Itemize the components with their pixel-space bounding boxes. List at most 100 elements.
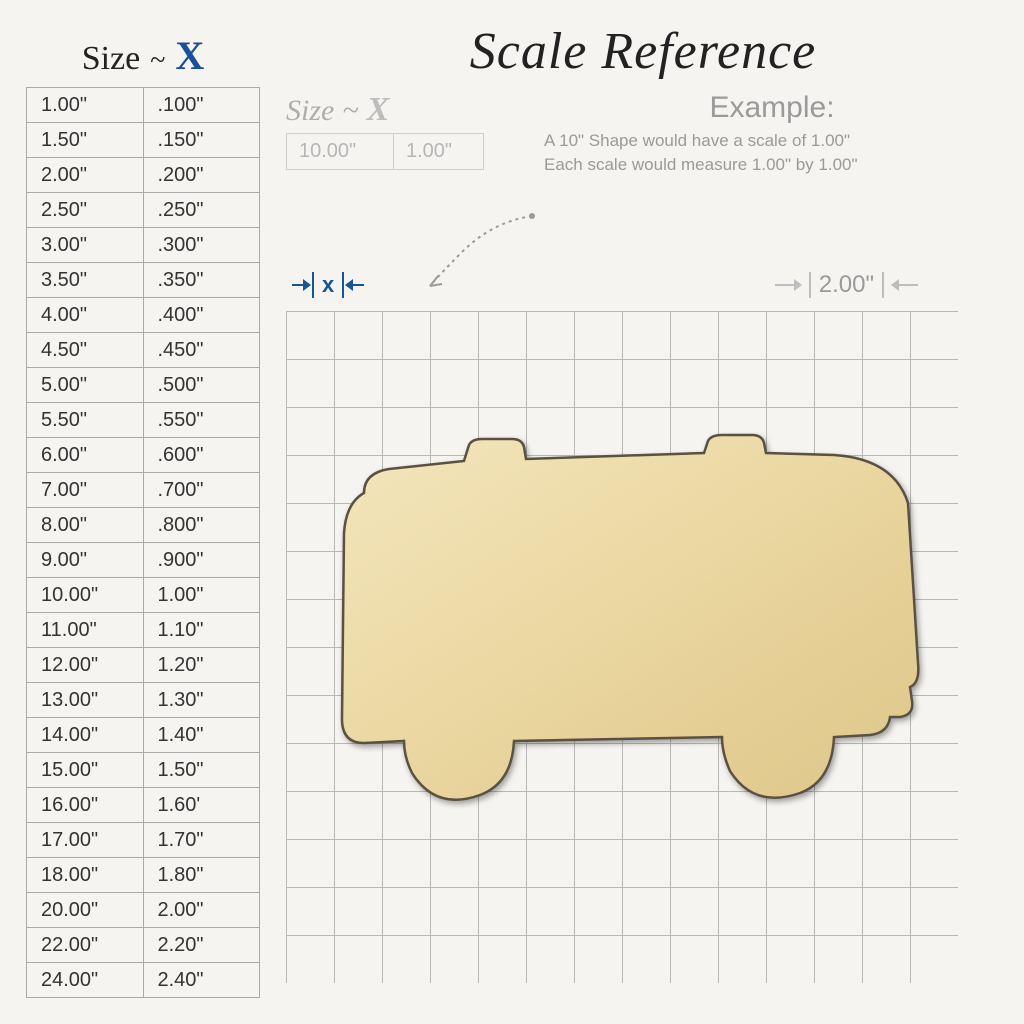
table-row: 16.00"1.60' [27, 788, 260, 823]
size-cell: 14.00" [27, 718, 144, 753]
mini-box-scale: 1.00" [394, 133, 484, 170]
table-row: 4.50".450" [27, 333, 260, 368]
table-row: 6.00".600" [27, 438, 260, 473]
table-row: 13.00"1.30" [27, 683, 260, 718]
size-cell: 3.50" [27, 263, 144, 298]
size-cell: 13.00" [27, 683, 144, 718]
scale-cell: 1.10" [143, 613, 260, 648]
mini-box-size: 10.00" [286, 133, 394, 170]
size-cell: 11.00" [27, 613, 144, 648]
size-cell: 4.50" [27, 333, 144, 368]
reference-table: Size ~ X 1.00".100"1.50".150"2.00".200"2… [26, 26, 260, 1000]
scale-cell: .250" [143, 193, 260, 228]
x-label: X [175, 32, 204, 79]
size-cell: 18.00" [27, 858, 144, 893]
size-cell: 2.50" [27, 193, 144, 228]
table-row: 1.50".150" [27, 123, 260, 158]
table-row: 7.00".700" [27, 473, 260, 508]
size-cell: 10.00" [27, 578, 144, 613]
table-row: 4.00".400" [27, 298, 260, 333]
scale-cell: .200" [143, 158, 260, 193]
scale-cell: 1.20" [143, 648, 260, 683]
scale-cell: .900" [143, 543, 260, 578]
table-row: 3.50".350" [27, 263, 260, 298]
mini-size-label: Size [286, 94, 334, 128]
size-cell: 1.00" [27, 88, 144, 123]
scale-cell: 1.40" [143, 718, 260, 753]
scale-cell: 2.40" [143, 963, 260, 998]
table-row: 1.00".100" [27, 88, 260, 123]
reference-table-header: Size ~ X [26, 26, 260, 87]
page-title: Scale Reference [286, 22, 1000, 81]
table-row: 2.00".200" [27, 158, 260, 193]
scale-cell: .300" [143, 228, 260, 263]
table-row: 5.00".500" [27, 368, 260, 403]
size-cell: 15.00" [27, 753, 144, 788]
size-cell: 7.00" [27, 473, 144, 508]
scale-cell: 1.60' [143, 788, 260, 823]
table-row: 2.50".250" [27, 193, 260, 228]
scale-cell: 2.20" [143, 928, 260, 963]
grid-dim-value: 2.00" [819, 271, 874, 299]
table-row: 11.00"1.10" [27, 613, 260, 648]
size-cell: 20.00" [27, 893, 144, 928]
scale-cell: .150" [143, 123, 260, 158]
bus-shape-icon [334, 433, 924, 813]
mini-separator: ~ [342, 94, 358, 128]
separator: ~ [150, 45, 165, 77]
scale-cell: .400" [143, 298, 260, 333]
size-cell: 17.00" [27, 823, 144, 858]
table-row: 3.00".300" [27, 228, 260, 263]
size-cell: 2.00" [27, 158, 144, 193]
table-row: 24.00"2.40" [27, 963, 260, 998]
example-title: Example: [544, 91, 1000, 125]
scale-cell: 1.50" [143, 753, 260, 788]
scale-cell: 1.70" [143, 823, 260, 858]
table-row: 5.50".550" [27, 403, 260, 438]
size-cell: 9.00" [27, 543, 144, 578]
scale-cell: .350" [143, 263, 260, 298]
mini-x-label: X [367, 91, 390, 129]
table-row: 15.00"1.50" [27, 753, 260, 788]
table-row: 22.00"2.20" [27, 928, 260, 963]
size-scale-table: 1.00".100"1.50".150"2.00".200"2.50".250"… [26, 87, 260, 998]
scale-cell: 2.00" [143, 893, 260, 928]
size-label: Size [82, 40, 141, 78]
table-row: 10.00"1.00" [27, 578, 260, 613]
size-cell: 4.00" [27, 298, 144, 333]
table-row: 20.00"2.00" [27, 893, 260, 928]
table-row: 9.00".900" [27, 543, 260, 578]
x-scale-indicator: x [292, 272, 364, 298]
size-cell: 22.00" [27, 928, 144, 963]
scale-cell: .700" [143, 473, 260, 508]
size-cell: 24.00" [27, 963, 144, 998]
scale-cell: .500" [143, 368, 260, 403]
size-cell: 16.00" [27, 788, 144, 823]
scale-cell: 1.80" [143, 858, 260, 893]
size-cell: 1.50" [27, 123, 144, 158]
scale-cell: .450" [143, 333, 260, 368]
dotted-arrow-icon [422, 212, 542, 292]
scale-cell: .100" [143, 88, 260, 123]
scale-cell: .550" [143, 403, 260, 438]
size-cell: 5.00" [27, 368, 144, 403]
scale-cell: 1.30" [143, 683, 260, 718]
size-cell: 12.00" [27, 648, 144, 683]
table-row: 17.00"1.70" [27, 823, 260, 858]
example-block: Example: A 10" Shape would have a scale … [544, 91, 1000, 177]
table-row: 14.00"1.40" [27, 718, 260, 753]
scale-cell: .800" [143, 508, 260, 543]
size-cell: 3.00" [27, 228, 144, 263]
size-cell: 6.00" [27, 438, 144, 473]
scale-grid: 2.00" [286, 311, 990, 983]
table-row: 8.00".800" [27, 508, 260, 543]
mini-size-block: Size ~ X 10.00" 1.00" [286, 91, 516, 177]
table-row: 18.00"1.80" [27, 858, 260, 893]
example-line-2: Each scale would measure 1.00" by 1.00" [544, 153, 1000, 177]
table-row: 12.00"1.20" [27, 648, 260, 683]
scale-cell: 1.00" [143, 578, 260, 613]
size-cell: 8.00" [27, 508, 144, 543]
x-indicator-label: x [316, 272, 340, 298]
scale-cell: .600" [143, 438, 260, 473]
example-line-1: A 10" Shape would have a scale of 1.00" [544, 129, 1000, 153]
